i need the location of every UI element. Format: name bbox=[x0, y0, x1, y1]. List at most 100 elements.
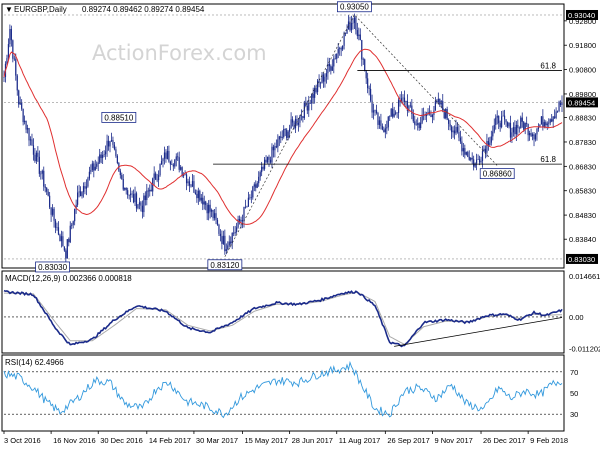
price-tick-label: 0.84830 bbox=[569, 211, 596, 220]
candle-body bbox=[134, 193, 136, 203]
candle-body bbox=[218, 224, 220, 234]
candle-body bbox=[94, 166, 96, 171]
candle-body bbox=[221, 236, 223, 244]
candle-body bbox=[79, 191, 82, 197]
candle-body bbox=[371, 100, 373, 113]
swing-label: 0.86860 bbox=[483, 170, 512, 179]
candle-body bbox=[127, 190, 129, 196]
candle-body bbox=[181, 167, 183, 177]
candle-body bbox=[477, 159, 479, 160]
candle-body bbox=[408, 105, 410, 111]
candle-body bbox=[205, 201, 207, 205]
candle-body bbox=[22, 108, 24, 123]
candle-body bbox=[490, 136, 492, 143]
candle-body bbox=[344, 32, 347, 34]
swing-trendline bbox=[224, 14, 498, 257]
candle-body bbox=[130, 193, 132, 196]
candle-body bbox=[274, 146, 276, 151]
candle-body bbox=[16, 75, 18, 91]
candle-body bbox=[153, 173, 155, 179]
candle-body bbox=[252, 186, 254, 198]
candle-body bbox=[474, 163, 476, 167]
candle-body bbox=[365, 71, 367, 79]
macd-panel-frame bbox=[1, 270, 565, 354]
candle-body bbox=[240, 220, 242, 222]
candle-body bbox=[549, 119, 551, 123]
price-tick-label: 0.91800 bbox=[569, 41, 596, 50]
candle-body bbox=[340, 48, 342, 50]
candle-body bbox=[82, 186, 85, 193]
candle-body bbox=[78, 191, 80, 193]
candle-body bbox=[68, 239, 70, 243]
candle-body bbox=[191, 181, 194, 187]
candle-body bbox=[554, 116, 556, 118]
candle-body bbox=[415, 124, 417, 126]
price-tag-label: 0.89454 bbox=[568, 98, 595, 107]
candle-body bbox=[104, 151, 107, 155]
candle-body bbox=[269, 159, 272, 163]
candle-body bbox=[470, 157, 472, 160]
candle-body bbox=[131, 193, 133, 195]
candle-body bbox=[315, 88, 317, 92]
candle-body bbox=[461, 141, 463, 152]
candle-body bbox=[355, 17, 357, 31]
swing-label: 0.88510 bbox=[104, 113, 133, 122]
candle-body bbox=[88, 171, 90, 179]
candle-body bbox=[185, 174, 188, 184]
candle-body bbox=[290, 119, 292, 129]
candle-body bbox=[74, 208, 76, 222]
candle-body bbox=[343, 32, 345, 46]
candle-body bbox=[289, 128, 291, 132]
candle-body bbox=[440, 101, 442, 105]
candle-body bbox=[102, 154, 104, 159]
candle-body bbox=[71, 224, 73, 226]
price-tag-box bbox=[566, 253, 598, 264]
candle-body bbox=[63, 246, 65, 251]
candle-body bbox=[314, 88, 316, 98]
candle-body bbox=[327, 63, 329, 74]
swing-label-box bbox=[207, 259, 243, 271]
candle-body bbox=[43, 170, 45, 187]
price-tag-label: 0.93040 bbox=[568, 11, 595, 20]
candle-body bbox=[178, 157, 180, 170]
candle-body bbox=[417, 123, 419, 125]
candle-body bbox=[395, 112, 397, 114]
macd-layer: 0.014661 0.00 -0.011202 bbox=[3, 272, 600, 353]
candle-body bbox=[397, 99, 400, 113]
rsi-panel-frame bbox=[1, 354, 565, 432]
candle-body bbox=[412, 113, 414, 122]
candle-body bbox=[486, 140, 488, 153]
candle-body bbox=[57, 227, 60, 235]
candle-body bbox=[259, 172, 261, 177]
candle-body bbox=[403, 97, 406, 103]
candle-body bbox=[236, 227, 238, 232]
time-tick-label: 9 Feb 2018 bbox=[530, 436, 568, 445]
candle-body bbox=[183, 175, 185, 177]
price-tick-label: 0.85830 bbox=[569, 187, 596, 196]
candle-body bbox=[396, 112, 398, 114]
candle-body bbox=[300, 115, 303, 117]
candle-body bbox=[434, 101, 436, 111]
candle-body bbox=[521, 117, 523, 122]
candle-body bbox=[552, 116, 554, 122]
candle-body bbox=[77, 192, 79, 205]
candle-body bbox=[26, 128, 29, 130]
candle-body bbox=[361, 40, 363, 60]
candle-body bbox=[29, 139, 32, 141]
candle-body bbox=[548, 122, 550, 124]
candle-body bbox=[405, 100, 407, 103]
swing-label: 0.83120 bbox=[210, 261, 239, 270]
candle-body bbox=[231, 232, 233, 244]
candle-body bbox=[128, 195, 130, 196]
candle-body bbox=[465, 152, 467, 155]
candle-body bbox=[84, 186, 86, 189]
candle-body bbox=[47, 191, 49, 196]
candle-body bbox=[40, 173, 42, 175]
candle-body bbox=[284, 128, 286, 130]
candle-body bbox=[51, 208, 54, 215]
candle-body bbox=[297, 122, 300, 125]
candle-body bbox=[478, 159, 481, 163]
candle-body bbox=[514, 126, 516, 135]
fib-label: 61.8 bbox=[540, 62, 556, 71]
candle-body bbox=[28, 128, 30, 141]
